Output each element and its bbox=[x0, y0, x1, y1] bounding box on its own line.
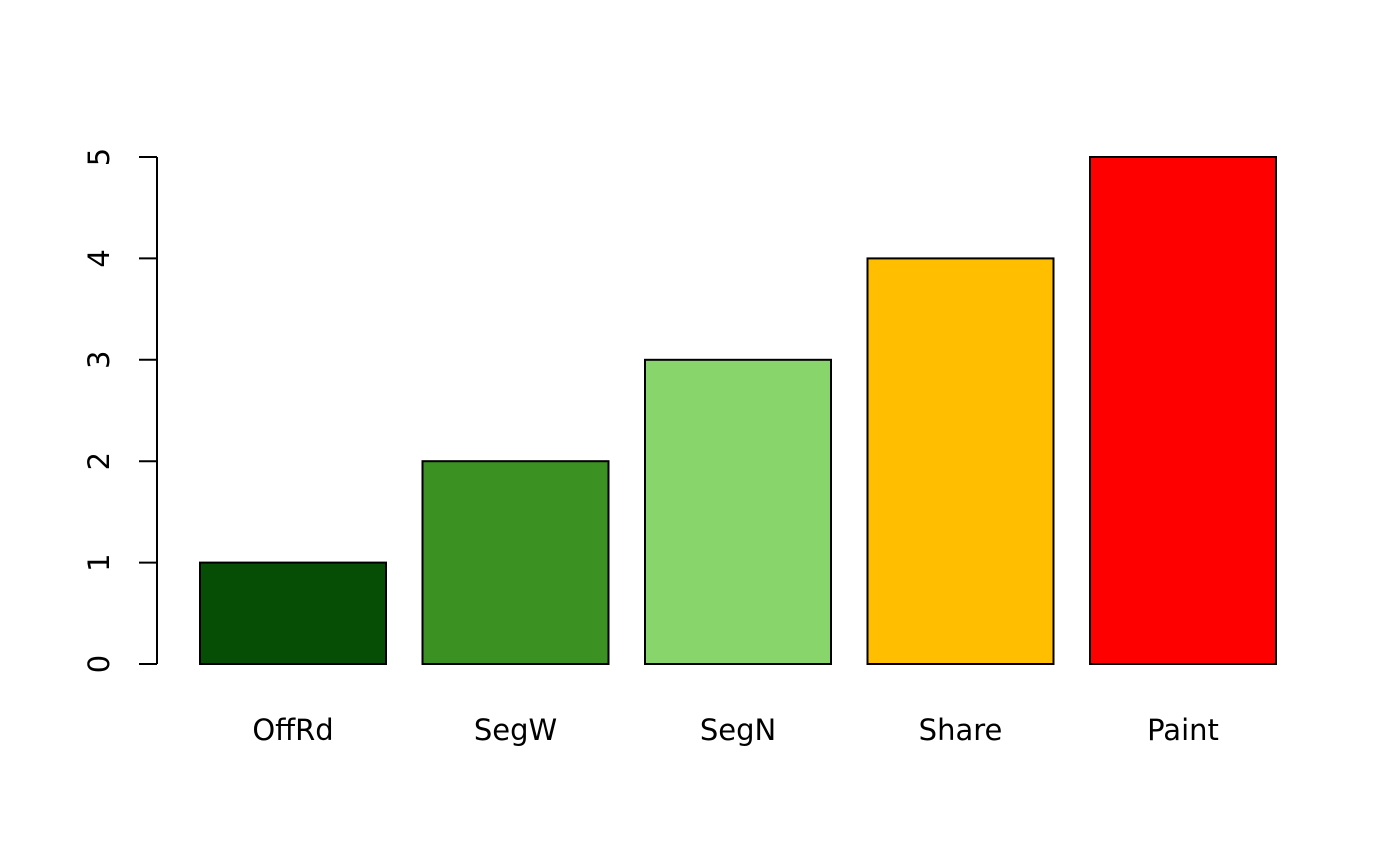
bar-segn bbox=[644, 358, 832, 665]
x-tick-label: SegN bbox=[700, 713, 776, 747]
y-tick-label: 1 bbox=[82, 553, 116, 571]
y-tick-label: 0 bbox=[82, 655, 116, 673]
y-tick-label: 3 bbox=[82, 351, 116, 369]
bar-paint bbox=[1089, 156, 1277, 665]
y-tick-label: 5 bbox=[82, 148, 116, 166]
bar-segw bbox=[421, 460, 610, 666]
y-tick-label: 4 bbox=[82, 249, 116, 267]
y-axis: 0 1 2 3 4 5 bbox=[82, 148, 158, 673]
bar-offrd bbox=[199, 561, 387, 665]
bars-group bbox=[199, 156, 1277, 666]
x-tick-label: Paint bbox=[1147, 713, 1219, 747]
x-tick-label: SegW bbox=[474, 713, 557, 747]
x-tick-label: OffRd bbox=[252, 713, 333, 747]
x-axis-labels: OffRd SegW SegN Share Paint bbox=[252, 713, 1219, 747]
bar-share bbox=[866, 257, 1055, 665]
x-tick-label: Share bbox=[919, 713, 1003, 747]
y-tick-label: 2 bbox=[82, 452, 116, 470]
